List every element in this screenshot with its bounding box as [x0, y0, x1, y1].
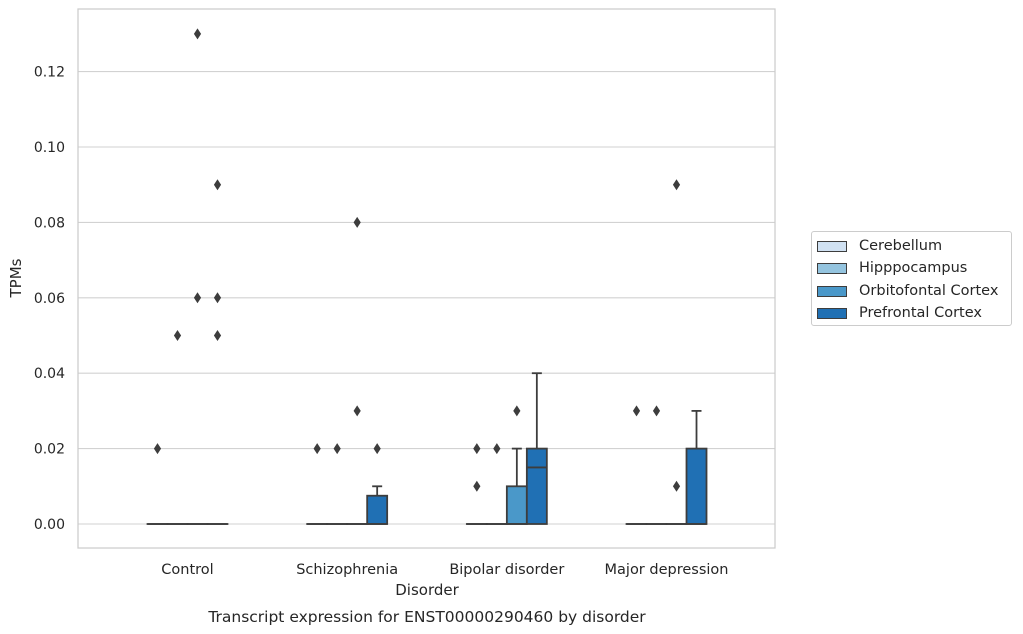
outlier-point [473, 443, 481, 455]
legend-item-hippocampus: Hipppocampus [817, 259, 967, 277]
legend-label-prefrontal-cortex: Prefrontal Cortex [859, 305, 982, 321]
legend: Cerebellum Hipppocampus Orbitofontal Cor… [811, 231, 1012, 326]
box-body [525, 447, 548, 525]
y-tick-label: 0.02 [34, 442, 65, 458]
grid-lines [78, 71, 775, 525]
outlier-point [213, 330, 222, 341]
box-prefrontal-cortex-bipolar-disorder [525, 372, 548, 525]
legend-label-hippocampus: Hipppocampus [859, 260, 968, 276]
y-tick-label: 0.00 [34, 517, 65, 533]
y-tick-label: 0.10 [34, 140, 65, 156]
x-tick-label-schizophrenia: Schizophrenia [296, 562, 398, 578]
box-prefrontal-cortex-major-depression [685, 409, 708, 525]
outlier-point [493, 443, 501, 455]
outlier-point [373, 443, 381, 455]
legend-swatch-prefrontal-cortex [817, 307, 847, 319]
outlier-point [672, 179, 681, 191]
outlier-point [213, 179, 222, 191]
x-tick-label-control: Control [161, 562, 213, 578]
legend-label-cerebellum: Cerebellum [859, 238, 943, 254]
y-tick-label: 0.04 [34, 366, 65, 382]
outlier-point [213, 292, 222, 304]
legend-swatch-orbitofrontal-cortex [817, 285, 847, 297]
outlier-point [193, 28, 202, 40]
box-orbitofontal-cortex-bipolar-disorder [505, 447, 528, 525]
y-tick-label: 0.08 [34, 215, 65, 231]
y-tick-labels: 0.00 0.02 0.04 0.06 0.08 0.10 0.12 [34, 65, 65, 533]
y-axis-label: TPMs [7, 258, 25, 298]
outlier-point [513, 405, 521, 417]
box-prefrontal-cortex-schizophrenia [366, 485, 389, 525]
outlier-point [313, 443, 321, 455]
legend-item-cerebellum: Cerebellum [817, 237, 942, 255]
box-body [685, 447, 708, 525]
box-body [505, 485, 528, 525]
legend-item-prefrontal-cortex: Prefrontal Cortex [817, 304, 982, 322]
outlier-point [353, 216, 361, 228]
outlier-point [333, 443, 341, 455]
plot-frame [77, 8, 776, 549]
legend-label-orbitofrontal-cortex: Orbitofontal Cortex [859, 283, 999, 299]
box-body [366, 494, 389, 525]
outlier-point [173, 330, 182, 341]
x-tick-label-bipolar-disorder: Bipolar disorder [449, 562, 564, 578]
boxes-layer [146, 372, 708, 525]
legend-swatch-cerebellum [817, 240, 847, 252]
outlier-point [632, 405, 641, 417]
outlier-point [652, 405, 661, 417]
outlier-point [193, 292, 202, 304]
outliers-layer [153, 28, 681, 492]
outlier-point [473, 480, 481, 492]
x-tick-labels: Control Schizophrenia Bipolar disorder Majo… [161, 562, 728, 578]
legend-item-orbitofrontal-cortex: Orbitofontal Cortex [817, 282, 998, 300]
outlier-point [353, 405, 361, 417]
y-tick-label: 0.06 [34, 291, 65, 307]
x-tick-label-major-depression: Major depression [605, 562, 729, 578]
chart-title: Transcript expression for ENST0000029046… [207, 608, 646, 626]
x-axis-label: Disorder [395, 581, 459, 599]
y-tick-label: 0.12 [34, 65, 65, 81]
outlier-point [672, 480, 681, 492]
outlier-point [153, 443, 162, 455]
legend-swatch-hippocampus [817, 262, 847, 274]
